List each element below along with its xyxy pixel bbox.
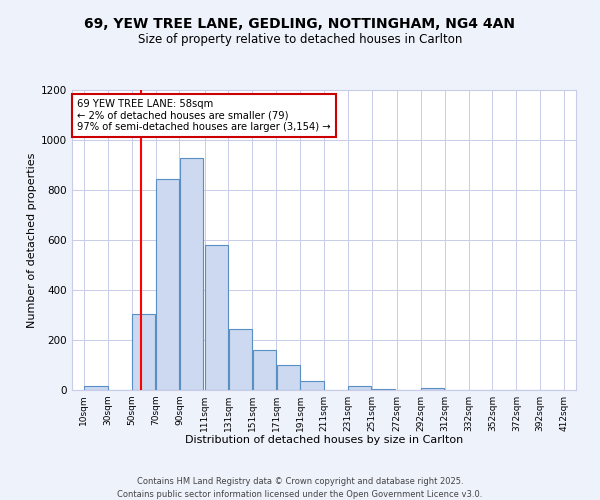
Bar [156,179,179,390]
Bar [301,381,324,390]
Bar [180,158,203,390]
Bar [229,329,252,390]
Bar [132,314,155,390]
Bar [84,386,107,390]
Text: 69 YEW TREE LANE: 58sqm
← 2% of detached houses are smaller (79)
97% of semi-det: 69 YEW TREE LANE: 58sqm ← 2% of detached… [77,99,331,132]
X-axis label: Distribution of detached houses by size in Carlton: Distribution of detached houses by size … [185,436,463,446]
Bar [372,389,395,390]
Bar [348,386,371,390]
Text: 69, YEW TREE LANE, GEDLING, NOTTINGHAM, NG4 4AN: 69, YEW TREE LANE, GEDLING, NOTTINGHAM, … [85,18,515,32]
Bar [421,388,445,390]
Bar [205,245,228,390]
Text: Contains HM Land Registry data © Crown copyright and database right 2025.: Contains HM Land Registry data © Crown c… [137,478,463,486]
Bar [277,365,300,390]
Text: Contains public sector information licensed under the Open Government Licence v3: Contains public sector information licen… [118,490,482,499]
Y-axis label: Number of detached properties: Number of detached properties [27,152,37,328]
Bar [253,350,276,390]
Text: Size of property relative to detached houses in Carlton: Size of property relative to detached ho… [138,32,462,46]
